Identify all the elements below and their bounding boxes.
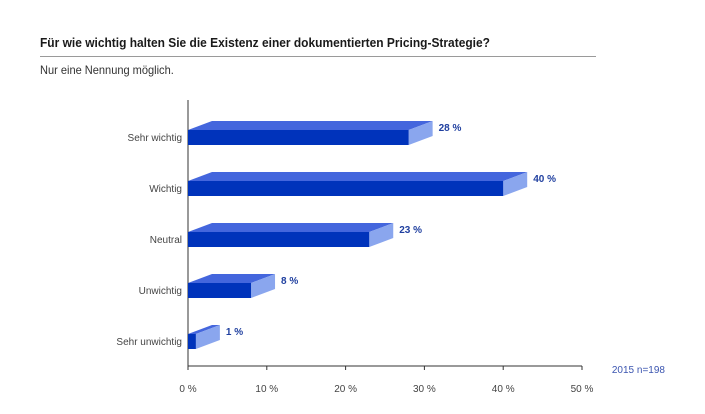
x-tick-label: 30 %: [413, 384, 436, 395]
value-label: 23 %: [399, 225, 422, 236]
x-tick-label: 50 %: [571, 384, 594, 395]
x-tick-label: 20 %: [334, 384, 357, 395]
bar-top-face: [188, 121, 433, 130]
bar-side-face: [195, 325, 220, 349]
x-tick-label: 40 %: [492, 384, 515, 395]
category-label: Unwichtig: [139, 286, 182, 297]
value-label: 40 %: [533, 174, 556, 185]
category-label: Sehr unwichtig: [116, 337, 182, 348]
x-tick-label: 10 %: [255, 384, 278, 395]
chart-subtitle: Nur eine Nennung möglich.: [40, 63, 174, 77]
bar-side-face: [251, 274, 276, 298]
title-divider: [40, 56, 596, 57]
bar-side-face: [408, 121, 433, 145]
x-tick-label: 0 %: [179, 384, 196, 395]
bar-top-face: [188, 172, 528, 181]
bar-top-face: [188, 325, 220, 334]
bar-side-face: [369, 223, 394, 247]
bar: [188, 130, 409, 145]
chart-title: Für wie wichtig halten Sie die Existenz …: [40, 35, 490, 50]
bar: [188, 283, 252, 298]
bar: [188, 232, 370, 247]
value-label: 8 %: [281, 276, 298, 287]
bar-top-face: [188, 223, 394, 232]
category-label: Wichtig: [149, 184, 182, 195]
bar: [188, 334, 196, 349]
category-label: Neutral: [150, 235, 182, 246]
bar-top-face: [188, 274, 276, 283]
value-label: 1 %: [226, 327, 243, 338]
bar: [188, 181, 504, 196]
sample-note: 2015 n=198: [612, 365, 666, 376]
bar-side-face: [503, 172, 528, 196]
category-label: Sehr wichtig: [128, 133, 182, 144]
value-label: 28 %: [439, 123, 462, 134]
